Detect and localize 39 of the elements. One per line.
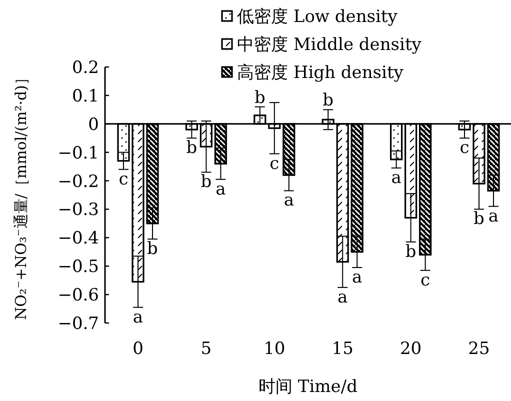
x-tick-label: 5	[200, 339, 212, 359]
legend-label: 高密度 High density	[237, 63, 404, 83]
annotation: c	[420, 270, 430, 290]
annotation: a	[391, 168, 402, 188]
annotation: a	[488, 206, 499, 226]
annotation: a	[338, 287, 348, 308]
y-tick-label: −0.1	[58, 143, 99, 164]
annotation: a	[132, 307, 144, 328]
y-tick-label: −0.7	[58, 314, 99, 334]
y-axis-title: NO₂⁻+NO₃⁻通量/［mmol/(m²·d)］	[12, 70, 30, 320]
annotation: c	[118, 169, 128, 190]
annotation: a	[216, 179, 226, 200]
x-axis-title: 时间 Time/d	[258, 377, 358, 397]
annotation: b	[200, 172, 212, 192]
legend-label: 低密度 Low density	[237, 7, 398, 27]
annotation: c	[460, 138, 470, 158]
x-tick-label: 20	[400, 339, 422, 359]
y-tick-label: 0.2	[72, 58, 99, 78]
annotation: b	[147, 239, 158, 260]
x-tick-label: 15	[332, 339, 354, 359]
y-tick-label: −0.2	[58, 172, 99, 192]
annotation: b	[474, 209, 485, 230]
legend-label: 中密度 Middle density	[237, 35, 422, 55]
annotation: c	[270, 154, 280, 174]
y-tick-label: −0.4	[58, 228, 99, 249]
y-tick-label: −0.5	[58, 257, 99, 278]
x-tick-label: 0	[132, 339, 144, 359]
x-tick-label: 10	[264, 339, 286, 359]
y-tick-label: 0.1	[72, 86, 99, 106]
x-tick-label: 25	[468, 339, 490, 359]
annotation: b	[322, 90, 334, 111]
y-tick-label: −0.3	[58, 200, 99, 220]
y-tick-label: −0.6	[58, 286, 99, 306]
annotation: a	[284, 190, 294, 211]
annotation: b	[186, 138, 198, 158]
annotation: a	[352, 268, 362, 288]
annotation: b	[405, 242, 416, 262]
y-tick-label: 0	[88, 114, 99, 135]
annotation: b	[254, 88, 266, 108]
